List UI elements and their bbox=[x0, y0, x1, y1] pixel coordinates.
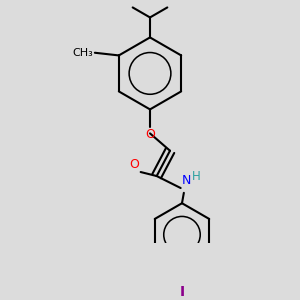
Text: O: O bbox=[145, 128, 155, 141]
Text: I: I bbox=[179, 285, 184, 299]
Text: H: H bbox=[192, 170, 201, 183]
Text: CH₃: CH₃ bbox=[73, 48, 94, 58]
Text: O: O bbox=[130, 158, 139, 171]
Text: N: N bbox=[182, 174, 191, 187]
